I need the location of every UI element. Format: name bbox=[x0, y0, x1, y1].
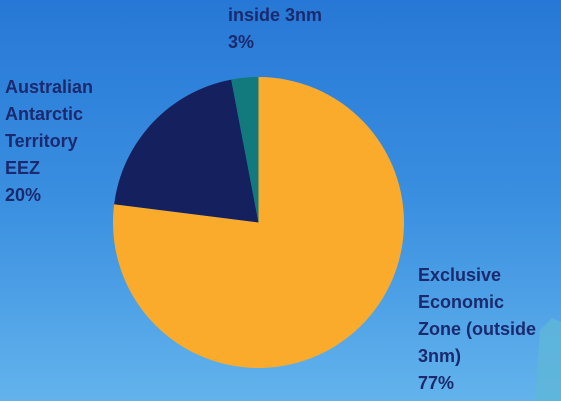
value-label: 3% bbox=[228, 32, 255, 52]
category-label: Exclusive Economic Zone (outside 3nm) bbox=[418, 265, 536, 366]
slice-label: Exclusive Economic Zone (outside 3nm) 77… bbox=[418, 262, 543, 397]
iceberg bbox=[535, 318, 561, 401]
slice-label: Australian Antarctic Territory EEZ 20% bbox=[5, 74, 105, 209]
slice-label: inside 3nm 3% bbox=[228, 2, 368, 56]
pie-slice bbox=[114, 79, 259, 223]
category-label: Australian Antarctic Territory EEZ bbox=[5, 77, 94, 178]
category-label: inside 3nm bbox=[228, 5, 323, 25]
pie-slice bbox=[231, 77, 259, 223]
value-label: 77% bbox=[418, 373, 455, 393]
value-label: 20% bbox=[5, 185, 42, 205]
